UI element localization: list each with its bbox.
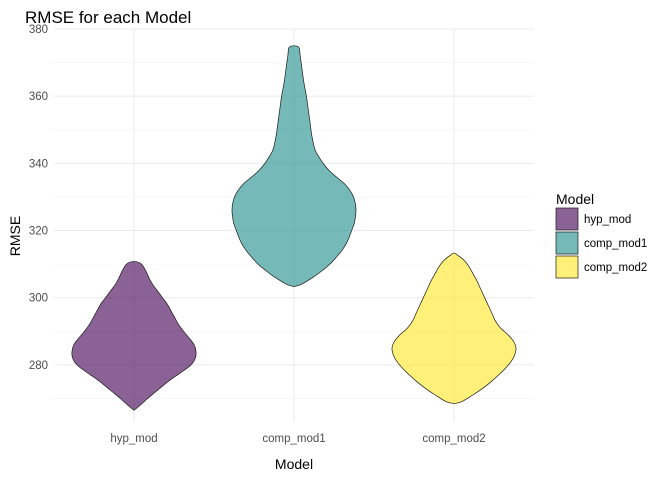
y-axis-ticks: 280 300 320 340 360 380 (29, 24, 48, 372)
violin-comp_mod2 (391, 252, 517, 404)
legend: Model hyp_mod comp_mod1 comp_mod2 (555, 191, 647, 279)
violin-hyp_mod (71, 261, 197, 411)
x-axis-title: Model (275, 456, 313, 472)
x-tick-label: comp_mod1 (262, 433, 325, 445)
legend-key-comp_mod1 (555, 231, 579, 255)
violin-comp_mod1 (231, 45, 357, 287)
y-tick-label: 300 (29, 293, 48, 305)
legend-label: hyp_mod (584, 214, 631, 226)
y-tick-label: 340 (29, 158, 48, 170)
y-axis-title: RMSE (7, 216, 23, 256)
legend-label: comp_mod1 (584, 238, 647, 250)
chart-title: RMSE for each Model (25, 8, 191, 27)
legend-key-comp_mod2 (555, 255, 579, 279)
y-tick-label: 360 (29, 91, 48, 103)
x-tick-label: hyp_mod (110, 433, 157, 445)
y-tick-label: 380 (29, 24, 48, 36)
y-tick-label: 320 (29, 226, 48, 238)
x-tick-label: comp_mod2 (422, 433, 485, 445)
x-axis-ticks: hyp_mod comp_mod1 comp_mod2 (110, 433, 485, 445)
y-tick-label: 280 (29, 360, 48, 372)
violins (71, 45, 517, 411)
legend-key-hyp_mod (555, 207, 579, 231)
legend-label: comp_mod2 (584, 262, 647, 274)
legend-title: Model (556, 191, 594, 207)
